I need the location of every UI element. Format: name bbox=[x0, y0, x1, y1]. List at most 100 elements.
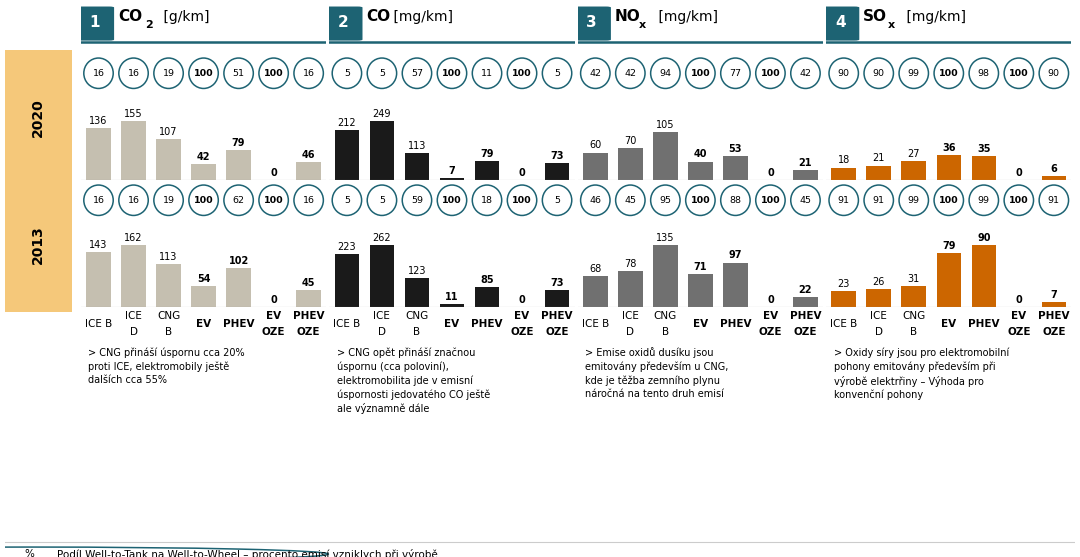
Text: EV: EV bbox=[692, 319, 708, 329]
Text: 212: 212 bbox=[338, 118, 356, 128]
Text: x: x bbox=[888, 20, 894, 30]
Text: ICE B: ICE B bbox=[85, 319, 112, 329]
Text: 90: 90 bbox=[977, 233, 990, 243]
Text: ICE B: ICE B bbox=[582, 319, 609, 329]
Text: 99: 99 bbox=[908, 196, 920, 205]
Bar bbox=[583, 276, 608, 307]
Text: 94: 94 bbox=[660, 69, 672, 78]
Bar bbox=[121, 121, 146, 180]
Bar bbox=[369, 121, 394, 180]
Bar bbox=[86, 128, 111, 180]
Text: PHEV: PHEV bbox=[968, 319, 1000, 329]
Text: 100: 100 bbox=[939, 69, 959, 78]
Text: 143: 143 bbox=[90, 240, 108, 250]
Text: 100: 100 bbox=[193, 196, 214, 205]
Text: 42: 42 bbox=[624, 69, 636, 78]
Text: 54: 54 bbox=[197, 274, 211, 284]
Bar bbox=[227, 268, 251, 307]
Text: EV: EV bbox=[444, 319, 460, 329]
Bar bbox=[724, 262, 747, 307]
FancyBboxPatch shape bbox=[572, 7, 611, 41]
Text: PHEV: PHEV bbox=[719, 319, 752, 329]
Text: ICE: ICE bbox=[622, 311, 638, 321]
Text: 79: 79 bbox=[481, 149, 494, 159]
Text: 11: 11 bbox=[445, 292, 459, 302]
Text: 62: 62 bbox=[232, 196, 244, 205]
Text: B: B bbox=[910, 327, 917, 337]
Text: [mg/km]: [mg/km] bbox=[902, 9, 967, 24]
Bar bbox=[832, 291, 856, 307]
Text: 100: 100 bbox=[1009, 69, 1028, 78]
Text: 60: 60 bbox=[590, 140, 602, 150]
Text: 2020: 2020 bbox=[31, 98, 45, 137]
Text: [mg/km]: [mg/km] bbox=[653, 9, 718, 24]
Text: PHEV: PHEV bbox=[1038, 311, 1069, 321]
Text: EV: EV bbox=[514, 311, 529, 321]
Bar bbox=[296, 290, 321, 307]
Text: OZE: OZE bbox=[1007, 327, 1030, 337]
Text: x: x bbox=[639, 20, 646, 30]
Text: CO: CO bbox=[118, 9, 141, 24]
Text: 46: 46 bbox=[590, 196, 602, 205]
Bar bbox=[440, 178, 464, 180]
Text: 23: 23 bbox=[837, 279, 850, 289]
Bar bbox=[724, 156, 747, 180]
Text: 100: 100 bbox=[690, 196, 711, 205]
Bar bbox=[618, 148, 643, 180]
Text: 98: 98 bbox=[977, 69, 989, 78]
Text: 100: 100 bbox=[760, 196, 780, 205]
Text: 100: 100 bbox=[264, 196, 283, 205]
Text: [mg/km]: [mg/km] bbox=[390, 9, 454, 24]
Text: 123: 123 bbox=[408, 266, 427, 276]
Bar bbox=[1041, 302, 1066, 307]
Text: 78: 78 bbox=[624, 259, 636, 269]
Text: 79: 79 bbox=[942, 241, 956, 251]
Text: 31: 31 bbox=[907, 273, 920, 284]
Text: 2: 2 bbox=[145, 20, 152, 30]
Text: 5: 5 bbox=[379, 69, 384, 78]
Text: 73: 73 bbox=[551, 150, 564, 160]
Text: OZE: OZE bbox=[545, 327, 569, 337]
Bar bbox=[866, 289, 891, 307]
Bar bbox=[544, 163, 569, 180]
Text: 223: 223 bbox=[338, 242, 356, 252]
Bar bbox=[1041, 176, 1066, 180]
Text: 5: 5 bbox=[343, 69, 350, 78]
Text: 100: 100 bbox=[690, 69, 711, 78]
Text: ICE B: ICE B bbox=[831, 319, 858, 329]
Bar bbox=[936, 253, 961, 307]
Bar bbox=[653, 245, 677, 307]
Bar bbox=[191, 164, 216, 180]
Text: > CNG opět přináší značnou
úspornu (cca poloviní),
elektromobilita jde v emisní
: > CNG opět přináší značnou úspornu (cca … bbox=[337, 348, 490, 414]
Text: 95: 95 bbox=[660, 196, 672, 205]
Text: CNG: CNG bbox=[653, 311, 677, 321]
Bar bbox=[793, 297, 818, 307]
Text: B: B bbox=[414, 327, 420, 337]
Bar bbox=[688, 162, 713, 180]
Bar bbox=[902, 286, 926, 307]
Text: EV: EV bbox=[266, 311, 281, 321]
Text: 90: 90 bbox=[873, 69, 885, 78]
Text: 102: 102 bbox=[229, 256, 248, 266]
Text: 100: 100 bbox=[442, 69, 462, 78]
Text: > CNG přináší úspornu cca 20%
proti ICE, elektromobily ještě
dalších cca 55%: > CNG přináší úspornu cca 20% proti ICE,… bbox=[89, 348, 245, 385]
Text: D: D bbox=[130, 327, 137, 337]
Text: 4: 4 bbox=[835, 15, 846, 30]
Text: EV: EV bbox=[941, 319, 957, 329]
Text: 100: 100 bbox=[264, 69, 283, 78]
Text: 88: 88 bbox=[729, 196, 741, 205]
Text: 59: 59 bbox=[411, 196, 423, 205]
Text: CNG: CNG bbox=[902, 311, 926, 321]
Text: > Emise oxidů dusíku jsou
emitovány především u CNG,
kde je těžba zemního plynu
: > Emise oxidů dusíku jsou emitovány před… bbox=[585, 348, 729, 399]
Text: 0: 0 bbox=[270, 168, 276, 178]
Bar bbox=[157, 264, 180, 307]
Text: 0: 0 bbox=[518, 168, 525, 178]
Text: B: B bbox=[662, 327, 669, 337]
Text: 136: 136 bbox=[90, 116, 108, 126]
Bar bbox=[296, 163, 321, 180]
Text: 22: 22 bbox=[799, 285, 812, 295]
Text: 249: 249 bbox=[373, 109, 391, 119]
Text: PHEV: PHEV bbox=[541, 311, 572, 321]
Text: OZE: OZE bbox=[758, 327, 782, 337]
Text: ICE: ICE bbox=[374, 311, 390, 321]
